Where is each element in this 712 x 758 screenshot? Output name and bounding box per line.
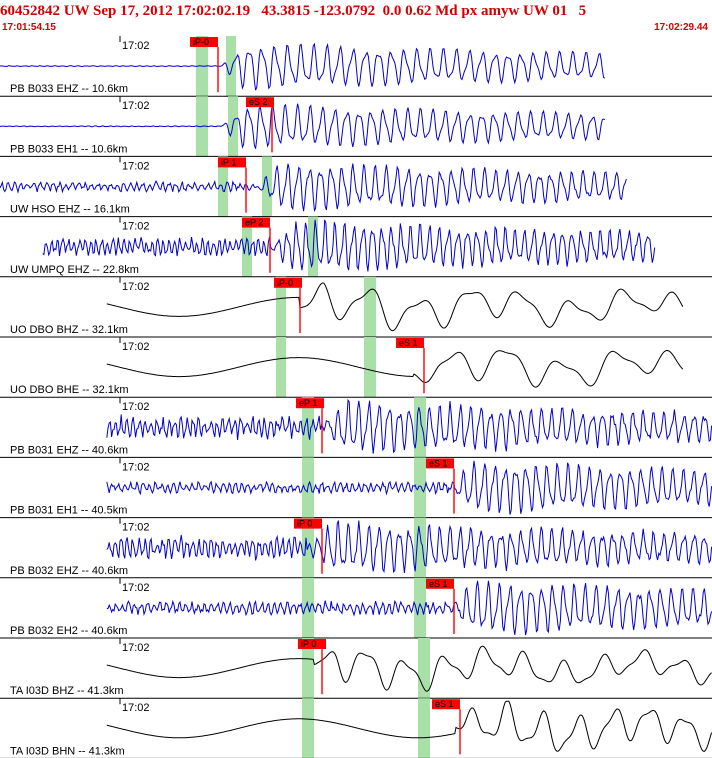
window-start-time: 17:01:54.15	[2, 22, 56, 33]
event-summary-header: 60452842 UW Sep 17, 2012 17:02:02.19 43.…	[0, 3, 587, 19]
waveform-trace	[106, 349, 684, 388]
phase-window-band	[218, 156, 228, 217]
phase-pick-label: iP 1	[221, 157, 236, 167]
phase-pick-flag[interactable]	[246, 97, 274, 108]
trace-row[interactable]: 17:02 eS 1 PB B032 EH2 -- 40.6km	[0, 577, 712, 639]
channel-label: PB B033 EHZ -- 10.6km	[10, 83, 128, 95]
phase-pick-label: eS 1	[429, 458, 448, 468]
trace-row[interactable]: 17:02 iP 1 UW HSO EHZ -- 16.1km	[0, 156, 712, 218]
phase-window-band	[364, 276, 376, 337]
waveform-trace	[106, 645, 712, 692]
phase-pick-label: eP 2	[245, 218, 263, 228]
phase-window-band	[418, 698, 430, 758]
trace-row[interactable]: 17:02 iP-0 PB B033 EHZ -- 10.6km	[0, 36, 712, 97]
phase-window-band	[414, 457, 426, 518]
seismogram-panel[interactable]: 17:02 iP-0 PB B033 EHZ -- 10.6km 17:02 eS 2 P…	[0, 36, 712, 758]
phase-pick-flag[interactable]	[396, 338, 424, 348]
channel-label: PB B032 EH2 -- 40.6km	[10, 625, 127, 637]
phase-pick-flag[interactable]	[294, 518, 322, 529]
phase-pick-label: eS 1	[435, 699, 454, 709]
time-tick-label: 17:02	[122, 401, 150, 413]
waveform-trace	[106, 520, 712, 574]
phase-pick-label: eS 2	[249, 97, 268, 107]
phase-window-band	[414, 517, 426, 578]
channel-label: PB B031 EHZ -- 40.6km	[10, 444, 128, 456]
phase-pick-flag[interactable]	[426, 458, 454, 469]
trace-row[interactable]: 17:02 eS 1 UO DBO BHE -- 32.1km	[0, 337, 712, 398]
trace-row[interactable]: 17:02 iP-0 UO DBO BHZ -- 32.1km	[0, 276, 712, 338]
channel-label: TA I03D BHN -- 41.3km	[10, 745, 125, 757]
phase-window-band	[302, 698, 314, 758]
waveform-trace	[106, 580, 712, 636]
window-end-time: 17:02:29.44	[654, 22, 708, 33]
phase-pick-flag[interactable]	[218, 157, 246, 168]
trace-row[interactable]: 17:02 eS 1 PB B031 EH1 -- 40.5km	[0, 457, 712, 519]
phase-window-band	[302, 638, 314, 699]
channel-label: UW UMPQ EHZ -- 22.8km	[10, 264, 139, 276]
time-tick-label: 17:02	[122, 160, 150, 172]
trace-row[interactable]: 17:02 eP 2 UW UMPQ EHZ -- 22.8km	[0, 216, 712, 278]
phase-window-band	[226, 36, 236, 97]
waveform-trace	[0, 42, 606, 91]
trace-row[interactable]: 17:02 eP 1 PB B031 EHZ -- 40.6km	[0, 397, 712, 458]
waveform-trace	[106, 460, 712, 515]
time-tick-label: 17:02	[122, 341, 150, 353]
channel-label: PB B031 EH1 -- 40.5km	[10, 505, 127, 517]
phase-pick-flag[interactable]	[432, 699, 460, 710]
time-tick-label: 17:02	[122, 100, 150, 112]
trace-row[interactable]: 17:02 iP 0 TA I03D BHZ -- 41.3km	[0, 638, 712, 699]
phase-window-band	[262, 156, 272, 217]
phase-window-band	[414, 577, 426, 638]
waveform-trace	[106, 398, 712, 454]
waveform-trace	[42, 219, 656, 272]
time-tick-label: 17:02	[122, 281, 150, 293]
phase-pick-flag[interactable]	[426, 578, 454, 589]
trace-row[interactable]: 17:02 eS 2 PB B033 EH1 -- 10.6km	[0, 96, 712, 157]
waveform-trace	[106, 282, 684, 332]
trace-row[interactable]: 17:02 iP 0 PB B032 EHZ -- 40.6km	[0, 517, 712, 579]
channel-label: PB B032 EHZ -- 40.6km	[10, 565, 128, 577]
phase-pick-label: eP 1	[299, 398, 317, 408]
phase-pick-label: eS 1	[399, 338, 418, 348]
time-tick-label: 17:02	[122, 40, 150, 52]
phase-pick-label: iP 0	[297, 519, 312, 529]
phase-pick-flag[interactable]	[190, 37, 218, 47]
channel-label: TA I03D BHZ -- 41.3km	[10, 685, 124, 697]
channel-label: UW HSO EHZ -- 16.1km	[10, 204, 130, 216]
time-tick-label: 17:02	[122, 221, 150, 233]
phase-window-band	[276, 337, 286, 398]
phase-pick-label: eS 1	[429, 579, 448, 589]
phase-pick-flag[interactable]	[242, 217, 270, 228]
time-tick-label: 17:02	[122, 702, 150, 714]
channel-label: PB B033 EH1 -- 10.6km	[10, 143, 127, 155]
phase-pick-label: iP-0	[277, 278, 293, 288]
time-tick-label: 17:02	[122, 642, 150, 654]
phase-pick-flag[interactable]	[296, 398, 324, 409]
phase-pick-label: iP 0	[301, 639, 316, 649]
channel-label: UO DBO BHE -- 32.1km	[10, 384, 129, 396]
phase-pick-label: iP-0	[193, 37, 209, 47]
time-tick-label: 17:02	[122, 582, 150, 594]
time-tick-label: 17:02	[122, 461, 150, 473]
waveform-trace	[0, 103, 606, 149]
phase-pick-flag[interactable]	[298, 639, 326, 649]
waveform-trace	[0, 163, 627, 213]
phase-window-band	[414, 397, 426, 458]
phase-window-band	[276, 276, 286, 337]
trace-row[interactable]: 17:02 eS 1 TA I03D BHN -- 41.3km	[0, 698, 712, 758]
phase-window-band	[242, 216, 252, 277]
channel-label: UO DBO BHZ -- 32.1km	[10, 324, 128, 336]
phase-window-band	[364, 337, 376, 398]
waveform-trace	[106, 700, 712, 752]
time-tick-label: 17:02	[122, 522, 150, 534]
phase-pick-flag[interactable]	[274, 277, 302, 288]
